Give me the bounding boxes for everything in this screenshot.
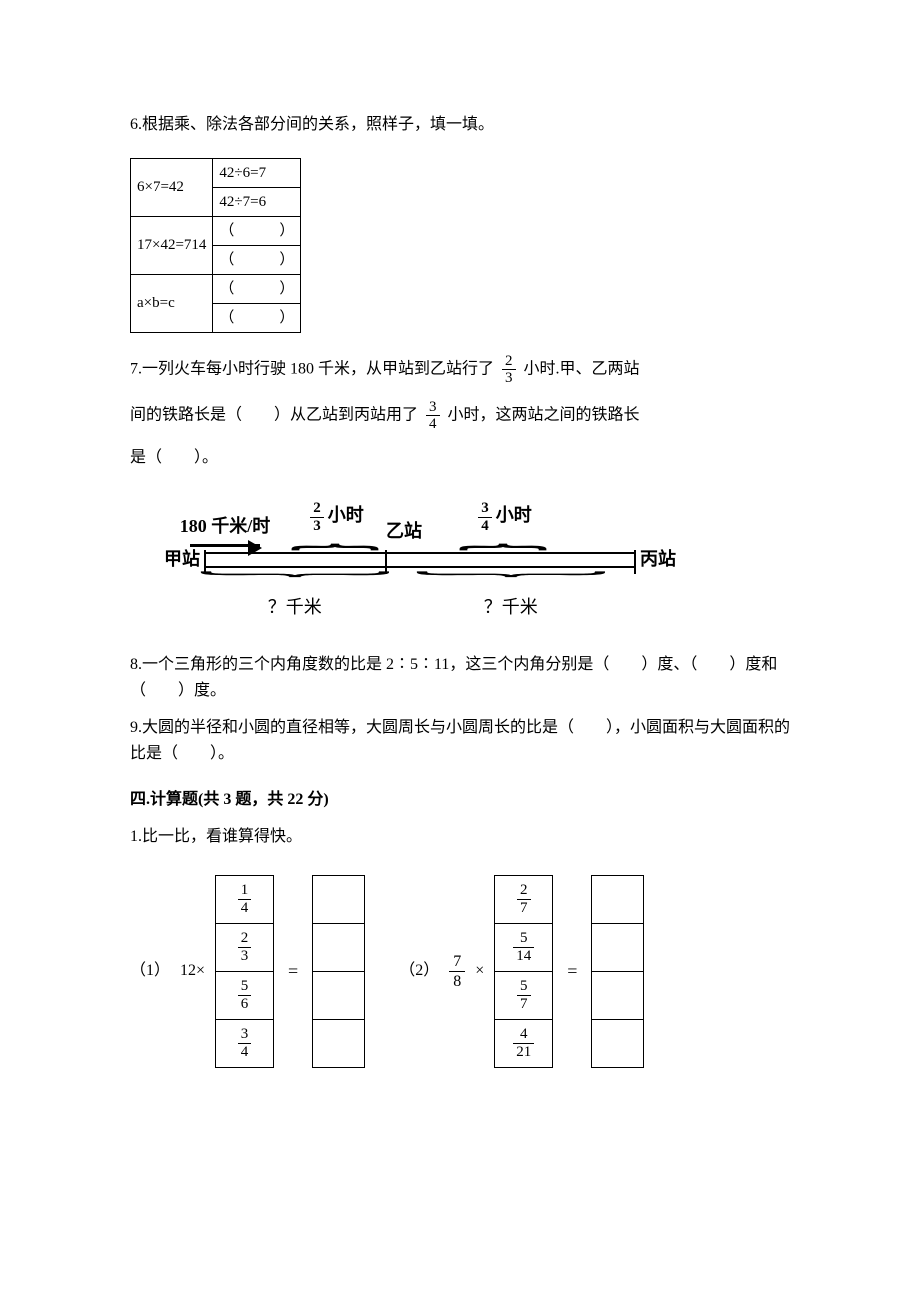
- train-diagram: 180 千米/时 2 3 小时 ︷ 乙站 3 4 小时 ︷ 甲站: [160, 500, 680, 622]
- calc2-mult-sign: ×: [475, 958, 484, 984]
- cell-blank-1: （ ）: [213, 216, 301, 245]
- time1-block: 2 3 小时 ︷: [290, 500, 380, 547]
- brace-icon: ︷: [459, 534, 547, 547]
- cell-6x7: 6×7=42: [131, 158, 213, 216]
- calc1-label: （1）: [130, 958, 170, 984]
- arrow-icon: [190, 544, 260, 547]
- time2-block: 3 4 小时 ︷: [428, 500, 578, 547]
- q7-line1b: 小时.甲、乙两站: [524, 360, 640, 377]
- brace-icon: ︷: [412, 574, 610, 587]
- q7-line2a: 间的铁路长是（ ）从乙站到丙站用了: [130, 406, 418, 423]
- ans-cell: [313, 923, 365, 971]
- q9-text: 9.大圆的半径和小圆的直径相等，大圆周长与小圆周长的比是（ ），小圆面积与大圆面…: [130, 715, 790, 766]
- calc1-mult: 12×: [180, 958, 205, 984]
- calc2-label: （2）: [399, 958, 439, 984]
- ans-cell: [592, 1019, 644, 1067]
- ans-cell: [313, 1019, 365, 1067]
- calc2-cell-2: 57: [495, 971, 553, 1019]
- frac-den: 3: [502, 370, 516, 387]
- t2-unit: 小时: [496, 505, 532, 525]
- q7-line1: 7.一列火车每小时行驶 180 千米，从甲站到乙站行了 2 3 小时.甲、乙两站: [130, 353, 790, 387]
- calc1-input-table: 14 23 56 34: [215, 875, 274, 1068]
- relation-table: 6×7=42 42÷6=7 42÷7=6 17×42=714 （ ） （ ） a…: [130, 158, 301, 333]
- frac-den: 4: [426, 416, 440, 433]
- eq-sign: =: [563, 957, 581, 986]
- calc2-cell-0: 27: [495, 875, 553, 923]
- speed-label: 180 千米/时: [180, 512, 271, 541]
- mid-station: 乙站: [380, 517, 428, 548]
- brace-icon: ︷: [196, 574, 394, 587]
- calc1-cell-1: 23: [216, 923, 274, 971]
- q8-text: 8.一个三角形的三个内角度数的比是 2∶5∶11，这三个内角分别是（ ）度、（ …: [130, 652, 790, 703]
- q7-frac2: 3 4: [426, 399, 440, 433]
- ans-cell: [592, 971, 644, 1019]
- q7-line1a: 7.一列火车每小时行驶 180 千米，从甲站到乙站行了: [130, 360, 494, 377]
- calc1-cell-2: 56: [216, 971, 274, 1019]
- q7-line2: 间的铁路长是（ ）从乙站到丙站用了 3 4 小时，这两站之间的铁路长: [130, 399, 790, 433]
- calc2-input-table: 27 514 57 421: [494, 875, 553, 1068]
- frac-den: 8: [449, 972, 465, 991]
- calc2-mult-frac: 7 8: [449, 952, 465, 991]
- q7-line3: 是（ ）。: [130, 445, 790, 471]
- q-km-2: ？千米: [484, 593, 538, 622]
- section4-q1: 1.比一比，看谁算得快。: [130, 824, 790, 850]
- frac-num: 2: [310, 500, 324, 518]
- frac-num: 7: [449, 952, 465, 972]
- frac-num: 2: [502, 353, 516, 371]
- cell-blank-3: （ ）: [213, 274, 301, 303]
- cell-42d7: 42÷7=6: [213, 187, 301, 216]
- calc1-answer-table: [312, 875, 365, 1068]
- rail-line: [204, 552, 636, 568]
- under-seg2: ︷ ？千米: [385, 574, 636, 622]
- cell-blank-2: （ ）: [213, 245, 301, 274]
- frac-num: 3: [426, 399, 440, 417]
- frac-num: 3: [478, 500, 492, 518]
- cell-17x42: 17×42=714: [131, 216, 213, 274]
- calc2-cell-1: 514: [495, 923, 553, 971]
- q-km-1: ？千米: [268, 593, 322, 622]
- eq-sign: =: [284, 957, 302, 986]
- q7-frac1: 2 3: [502, 353, 516, 387]
- right-station: 丙站: [636, 545, 680, 574]
- calc1-cell-0: 14: [216, 875, 274, 923]
- cell-axb: a×b=c: [131, 274, 213, 332]
- ans-cell: [592, 923, 644, 971]
- ans-cell: [592, 875, 644, 923]
- q6-text: 6.根据乘、除法各部分间的关系，照样子，填一填。: [130, 112, 790, 138]
- brace-icon: ︷: [291, 534, 379, 547]
- t1-unit: 小时: [328, 505, 364, 525]
- under-seg1: ︷ ？千米: [204, 574, 385, 622]
- speed-block: 180 千米/时: [160, 512, 290, 548]
- ans-cell: [313, 971, 365, 1019]
- calc-row: （1） 12× 14 23 56 34 = （2） 7 8 × 27 514 5…: [130, 875, 790, 1068]
- cell-blank-4: （ ）: [213, 303, 301, 332]
- calc1-cell-3: 34: [216, 1019, 274, 1067]
- ans-cell: [313, 875, 365, 923]
- section4-title: 四.计算题(共 3 题，共 22 分): [130, 787, 790, 813]
- calc2-cell-3: 421: [495, 1019, 553, 1067]
- cell-42d6: 42÷6=7: [213, 158, 301, 187]
- calc2-answer-table: [591, 875, 644, 1068]
- q7-line2b: 小时，这两站之间的铁路长: [448, 406, 640, 423]
